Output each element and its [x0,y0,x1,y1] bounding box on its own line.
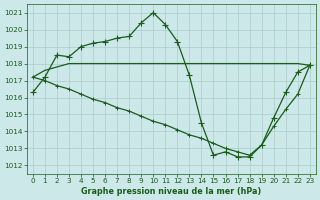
X-axis label: Graphe pression niveau de la mer (hPa): Graphe pression niveau de la mer (hPa) [81,187,261,196]
